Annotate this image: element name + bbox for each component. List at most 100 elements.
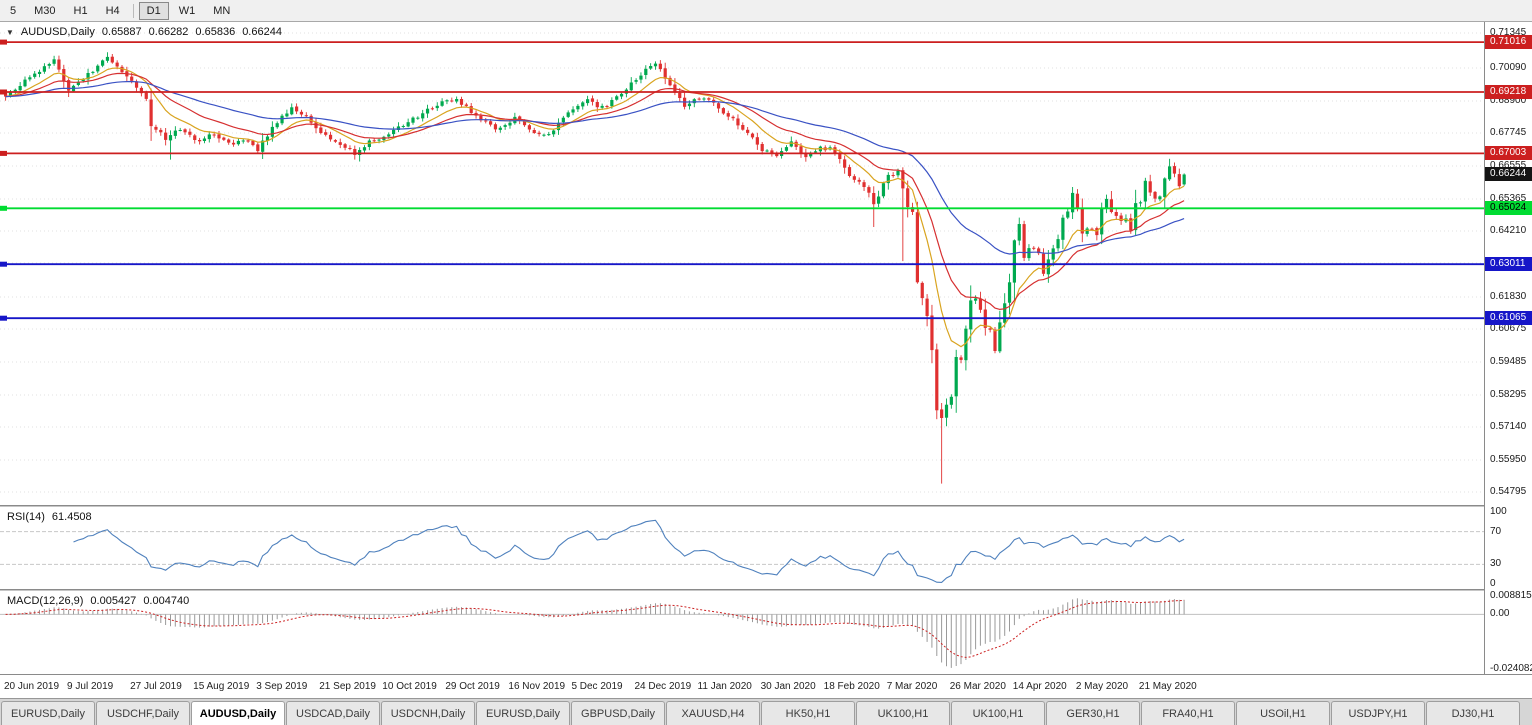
- ma-fast-line: [5, 67, 1185, 348]
- price-axis-separator: [1484, 22, 1485, 674]
- price-axis-label: 0.68900: [1490, 94, 1527, 106]
- price-axis-label: 0.60675: [1490, 322, 1527, 334]
- main-price-chart[interactable]: [0, 22, 1484, 505]
- timeframe-button-h4[interactable]: H4: [98, 2, 128, 20]
- chart-area: ▼ AUDUSD,Daily 0.65887 0.66282 0.65836 0…: [0, 22, 1532, 674]
- ma-slow-line: [5, 80, 1185, 255]
- price-axis-label: 0.64210: [1490, 224, 1527, 236]
- date-axis-label: 21 May 2020: [1138, 681, 1197, 692]
- chart-tab-2-audusd[interactable]: AUDUSD,Daily: [191, 701, 285, 725]
- price-axis-label: 0.70090: [1490, 61, 1527, 73]
- macd-histogram: [9, 598, 1185, 668]
- timeframe-button-mn[interactable]: MN: [205, 2, 238, 20]
- chart-tab-5-eurusd[interactable]: EURUSD,Daily: [476, 701, 570, 725]
- date-axis-label: 14 Apr 2020: [1012, 681, 1067, 692]
- toolbar-separator: [132, 3, 134, 18]
- price-axis-label: 0.54795: [1490, 486, 1527, 498]
- macd-indicator-chart[interactable]: [0, 591, 1484, 674]
- price-axis-label: 0.65365: [1490, 192, 1527, 204]
- chart-tab-3-usdcad[interactable]: USDCAD,Daily: [286, 701, 380, 725]
- chart-tab-0-eurusd[interactable]: EURUSD,Daily: [1, 701, 95, 725]
- ma-medium-line: [5, 72, 1185, 311]
- price-axis-label: 0.66555: [1490, 159, 1527, 171]
- macd-axis-label: 0.00: [1490, 608, 1510, 620]
- chart-tab-9-uk100[interactable]: UK100,H1: [856, 701, 950, 725]
- ohlc-close: 0.66244: [242, 26, 282, 38]
- pane-separator-macd[interactable]: [0, 589, 1532, 591]
- timeframe-button-m30[interactable]: M30: [26, 2, 63, 20]
- price-axis-label: 0.71345: [1490, 26, 1527, 38]
- candles-layer: [4, 52, 1186, 484]
- price-axis[interactable]: 0.71345 0.70090 0.68900 0.67745 0.66555 0.653…: [1485, 22, 1532, 674]
- timeframe-button-w1[interactable]: W1: [171, 2, 204, 20]
- rsi-line: [73, 519, 1185, 583]
- macd-main-value: 0.005427: [90, 595, 137, 607]
- chart-tab-14-usdjpy[interactable]: USDJPY,H1: [1331, 701, 1425, 725]
- timeframe-toolbar: 5 M30 H1 H4 D1 W1 MN: [0, 0, 1532, 22]
- price-axis-label: 0.57140: [1490, 421, 1527, 433]
- current-price-badge: 0.66244: [1485, 167, 1532, 182]
- price-line-badge: 0.63011: [1485, 257, 1532, 272]
- date-axis-label: 20 Jun 2019: [4, 681, 60, 692]
- date-axis-label: 27 Jul 2019: [130, 681, 182, 692]
- price-axis-label: 0.59485: [1490, 355, 1527, 367]
- rsi-header: RSI(14) 61.4508: [7, 511, 92, 523]
- date-axis[interactable]: 20 Jun 2019 9 Jul 2019 27 Jul 2019 15 Aug 2…: [0, 674, 1532, 698]
- grid-lines: [0, 32, 1484, 493]
- macd-header: MACD(12,26,9) 0.005427 0.004740: [7, 595, 189, 607]
- date-axis-label: 26 Mar 2020: [949, 681, 1006, 692]
- date-axis-label: 2 May 2020: [1075, 681, 1129, 692]
- timeframe-button-d1[interactable]: D1: [138, 1, 169, 20]
- moving-averages-layer: [5, 67, 1185, 348]
- date-axis-label: 7 Mar 2020: [886, 681, 938, 692]
- chart-tab-4-usdcnh[interactable]: USDCNH,Daily: [381, 701, 475, 725]
- price-axis-label: 0.61830: [1490, 290, 1527, 302]
- rsi-axis-label: 100: [1490, 506, 1507, 517]
- date-axis-label: 3 Sep 2019: [256, 681, 308, 692]
- ohlc-open: 0.65887: [101, 26, 142, 38]
- rsi-label: RSI(14): [7, 511, 45, 523]
- chart-tab-6-gbpusd[interactable]: GBPUSD,Daily: [571, 701, 665, 725]
- price-line-badge: 0.69218: [1485, 84, 1532, 99]
- price-line-badge: 0.61065: [1485, 311, 1532, 326]
- rsi-value: 61.4508: [51, 511, 92, 523]
- rsi-indicator-chart[interactable]: [0, 507, 1484, 589]
- ohlc-high: 0.66282: [148, 26, 189, 38]
- price-line-badge: 0.65024: [1485, 201, 1532, 216]
- price-axis-label: 0.67745: [1490, 126, 1527, 138]
- chart-tab-1-usdchf[interactable]: USDCHF,Daily: [96, 701, 190, 725]
- horizontal-price-lines[interactable]: [0, 39, 1484, 321]
- date-axis-label: 15 Aug 2019: [193, 681, 250, 692]
- pane-separator-rsi[interactable]: [0, 505, 1532, 507]
- date-axis-label: 24 Dec 2019: [634, 681, 692, 692]
- date-axis-label: 16 Nov 2019: [508, 681, 566, 692]
- chart-tab-12-fra40[interactable]: FRA40,H1: [1141, 701, 1235, 725]
- timeframe-button-5[interactable]: 5: [2, 2, 24, 20]
- macd-signal-line: [5, 599, 1185, 658]
- chart-tab-10-uk100[interactable]: UK100,H1: [951, 701, 1045, 725]
- rsi-axis-label: 0: [1490, 578, 1496, 589]
- price-axis-label: 0.58295: [1490, 389, 1527, 400]
- chart-ohlc-header: ▼ AUDUSD,Daily 0.65887 0.66282 0.65836 0…: [6, 26, 282, 38]
- chart-tab-11-ger30[interactable]: GER30,H1: [1046, 701, 1140, 725]
- chart-tab-8-hk50[interactable]: HK50,H1: [761, 701, 855, 725]
- date-axis-label: 9 Jul 2019: [67, 681, 114, 692]
- chart-tab-15-dj30[interactable]: DJ30,H1: [1426, 701, 1520, 725]
- symbol-dropdown-icon[interactable]: ▼: [6, 27, 14, 37]
- date-axis-label: 29 Oct 2019: [445, 681, 500, 692]
- chart-symbol-label: AUDUSD,Daily: [20, 26, 95, 38]
- date-axis-label: 5 Dec 2019: [571, 681, 623, 692]
- date-axis-label: 10 Oct 2019: [382, 681, 437, 692]
- macd-label: MACD(12,26,9): [7, 595, 84, 607]
- ohlc-low: 0.65836: [195, 26, 236, 38]
- price-axis-label: 0.55950: [1490, 454, 1527, 466]
- rsi-axis-label: 30: [1490, 558, 1502, 570]
- date-axis-label: 11 Jan 2020: [697, 681, 752, 692]
- date-axis-label: 21 Sep 2019: [319, 681, 376, 692]
- chart-tab-7-xauusd[interactable]: XAUUSD,H4: [666, 701, 760, 725]
- chart-tab-13-usoil[interactable]: USOil,H1: [1236, 701, 1330, 725]
- timeframe-button-h1[interactable]: H1: [66, 2, 96, 20]
- macd-axis-label: 0.008815: [1490, 590, 1532, 601]
- date-axis-label: 18 Feb 2020: [823, 681, 880, 692]
